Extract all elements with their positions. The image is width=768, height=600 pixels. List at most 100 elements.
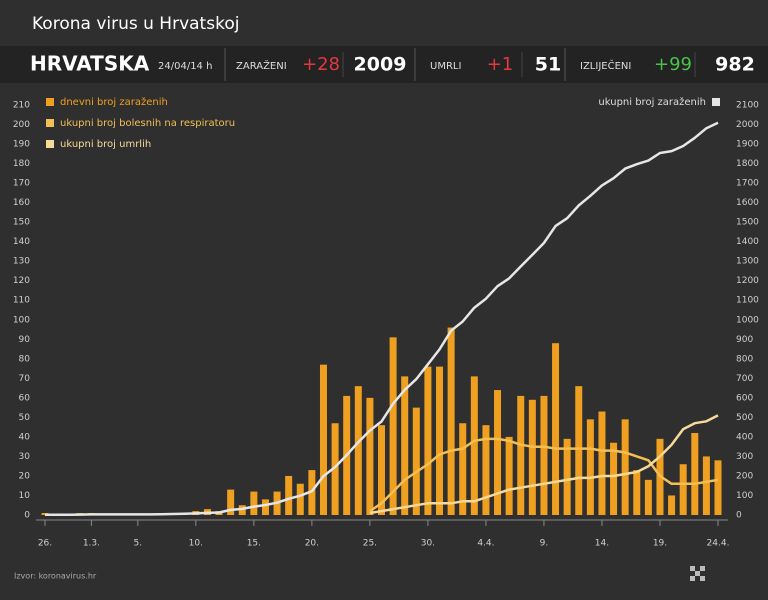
y2-tick-label: 1500 [736,218,759,228]
y2-tick-label: 1700 [736,179,759,189]
stats: ZARAŽENI +28 2009 UMRLI +1 51 IZLIJEČENI +99 982 [224,48,755,81]
y-tick-label: 50 [19,413,31,423]
line [369,437,719,513]
title: Korona virus u Hrvatskoj [32,14,239,34]
x-tick-label: 14. [595,539,609,549]
y2-tick-label: 1000 [736,315,759,325]
bar [296,483,304,515]
bar [436,366,444,515]
bar [354,386,362,515]
stat-change: +99 [654,54,692,75]
x-tick-label: 25. [363,539,377,549]
x-tick-label: 1.3. [83,539,100,549]
y-tick-label: 20 [19,471,31,481]
line [45,121,719,517]
bar [644,479,652,515]
y2-tick-label: 1800 [736,159,759,169]
bar [598,411,606,515]
legend-label: ukupni broj bolesnih na respiratoru [60,118,235,129]
bar [691,433,699,515]
bar [250,491,258,515]
y-tick-label: 10 [19,491,31,501]
bar [563,438,571,515]
bar [285,475,293,515]
bar [679,464,687,515]
y-tick-label: 140 [13,237,30,247]
y-tick-label: 190 [13,140,30,150]
stat-change: +28 [302,54,340,75]
x-tick-label: 5. [134,539,143,549]
y2-tick-label: 1200 [736,276,759,286]
y2-tick-label: 500 [736,413,753,423]
bar [505,436,513,515]
y2-tick-label: 1600 [736,198,759,208]
x-tick-label: 19. [653,539,667,549]
logo [690,566,705,581]
country: HRVATSKA [30,52,150,76]
y-tick-label: 120 [13,276,30,286]
bar [412,407,420,515]
y2-tick-label: 1900 [736,140,759,150]
bar [702,456,710,515]
stats-bar [0,46,768,83]
y2-tick-label: 700 [736,374,753,384]
y-tick-label: 80 [19,354,31,364]
y2-tick-label: 600 [736,393,753,403]
y2-tick-label: 300 [736,452,753,462]
y-tick-label: 60 [19,393,31,403]
legend-label: ukupni broj zaraženih [598,96,706,108]
bar [540,395,548,515]
stat-change: +1 [487,54,514,75]
y-tick-label: 130 [13,257,30,267]
bar [424,366,432,515]
legend-swatch [46,119,54,127]
bar [552,343,560,515]
stat-total: 2009 [354,54,407,76]
y-tick-label: 150 [13,218,30,228]
bar [227,489,235,515]
x-tick-label: 9. [540,539,549,549]
bar [331,423,339,515]
bar [319,364,327,515]
x-tick-label: 4.4. [477,539,494,549]
y-tick-label: 0 [24,511,30,521]
bar [401,376,409,515]
bar [610,442,618,515]
x-tick-label: 30. [421,539,435,549]
y2-tick-label: 2100 [736,101,759,111]
y2-tick-label: 400 [736,432,753,442]
stat-label: IZLIJEČENI [580,59,631,72]
y2-tick-label: 100 [736,491,753,501]
bar [459,423,467,515]
x-tick-label: 26. [38,539,52,549]
y2-tick-label: 800 [736,354,753,364]
legend-label: ukupni broj umrlih [60,139,151,150]
bar [668,495,676,515]
y-tick-label: 170 [13,179,30,189]
legend-swatch [46,98,54,106]
y2-tick-label: 1300 [736,257,759,267]
y-tick-label: 90 [19,335,31,345]
bar [633,470,641,515]
legend-swatch [712,98,720,106]
bar [586,419,594,515]
stat-total: 982 [715,54,755,76]
y2-tick-label: 1400 [736,237,759,247]
stat-total: 51 [535,54,561,76]
bar [494,390,502,515]
y-tick-label: 40 [19,432,31,442]
legend-label: dnevni broj zaraženih [60,96,168,108]
x-tick-label: 20. [305,539,319,549]
bar [714,460,722,515]
plot: 0 10 20 30 40 50 60 70 80 90 100 110 120 130 140 150 160… [13,96,759,549]
bar [621,419,629,515]
bar [517,395,525,515]
y-tick-label: 100 [13,315,30,325]
y2-tick-label: 1100 [736,296,759,306]
y2-tick-label: 900 [736,335,753,345]
bar [575,386,583,515]
bar [378,425,385,515]
bar [261,499,269,515]
line [369,414,719,515]
y-tick-label: 30 [19,452,31,462]
